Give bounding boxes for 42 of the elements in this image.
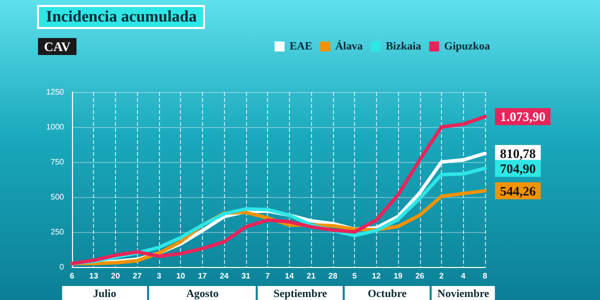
text: Noviembre <box>437 288 490 300</box>
y-tick-label: 1000 <box>46 122 65 132</box>
x-tick-label: 19 <box>394 272 404 280</box>
x-tick-label: 12 <box>372 272 382 280</box>
legend-label: Gipuzkoa <box>444 40 490 52</box>
x-tick-label: 21 <box>306 272 316 280</box>
x-tick-label: 26 <box>415 272 425 280</box>
y-tick-label: 0 <box>60 262 65 272</box>
y-tick-label: 750 <box>50 158 65 166</box>
x-tick-label: 8 <box>482 272 488 280</box>
x-tick-label: 4 <box>461 272 466 280</box>
data-label: 544,26 <box>500 183 536 198</box>
x-tick-label: 17 <box>198 272 208 280</box>
x-tick-label: 28 <box>328 272 338 280</box>
data-label: 704,90 <box>500 160 536 176</box>
text: Julio <box>92 288 117 300</box>
x-tick-label: 3 <box>156 272 162 280</box>
x-tick-label: 24 <box>220 272 230 280</box>
x-tick-label: 31 <box>241 272 251 280</box>
y-tick-label: 500 <box>50 192 65 202</box>
x-tick-label: 14 <box>284 272 294 280</box>
legend-label: EAE <box>290 40 312 52</box>
line-series <box>70 114 487 266</box>
x-tick-label: 10 <box>176 272 186 280</box>
x-tick-label: 7 <box>265 272 270 280</box>
y-tick-label: 250 <box>50 228 65 236</box>
text: Octubre <box>368 288 407 300</box>
x-tick-label: 6 <box>70 272 75 280</box>
data-label: 810,78 <box>500 146 536 161</box>
text: Septiembre <box>273 288 328 300</box>
x-tick-label: 13 <box>89 272 99 280</box>
x-tick-label: 2 <box>439 272 444 280</box>
x-tick-label: 5 <box>352 272 358 280</box>
x-tick-label: 27 <box>132 272 142 280</box>
legend-label: Álava <box>335 40 364 52</box>
x-tick-label: 20 <box>111 272 120 280</box>
text: Agosto <box>186 288 220 300</box>
data-label: 1.073,90 <box>500 109 546 124</box>
chart-title: Incidencia acumulada <box>46 8 197 26</box>
legend-label: Bizkaia <box>386 40 422 52</box>
y-tick-label: 1250 <box>46 88 65 96</box>
chart-subtitle: CAV <box>44 39 72 54</box>
